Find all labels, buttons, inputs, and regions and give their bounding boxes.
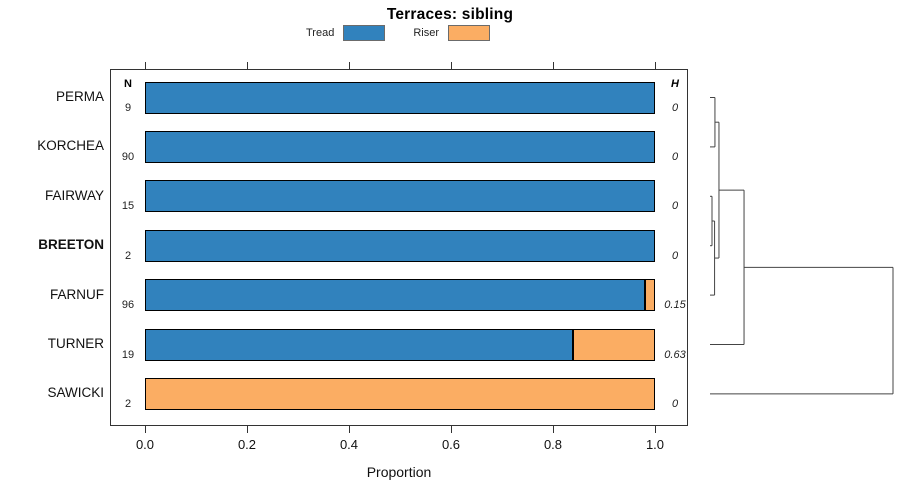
n-value: 90 [121,150,135,163]
n-value: 9 [124,101,132,114]
bar-segment-riser [573,328,655,361]
bar-segment-riser [145,377,655,410]
row-label-breeton: BREETON [38,237,104,253]
legend-swatch-riser [448,25,490,41]
stacked-bar [145,328,655,361]
row-label-turner: TURNER [47,336,104,351]
x-tick-label: 0.8 [543,437,563,452]
x-tick-bottom [451,426,453,433]
plot-panel [110,69,688,426]
h-value: 0 [671,200,679,213]
row-label-fairway: FAIRWAY [44,187,104,203]
x-axis-title: Proportion [366,464,432,480]
bar-segment-tread [145,81,655,114]
stacked-bar [145,180,655,213]
h-value: 0.63 [664,348,686,361]
row-label-farnuf: FARNUF [50,286,104,302]
legend-swatch-tread [343,25,386,41]
h-value: 0 [671,101,679,114]
x-tick-top [655,62,657,69]
bar-segment-tread [145,279,645,312]
x-tick-top [145,62,147,69]
h-value: 0 [671,397,679,410]
stacked-bar [145,229,655,262]
n-value: 96 [121,299,135,312]
stacked-bar [145,81,655,114]
legend-label-riser: Riser [413,27,439,39]
x-tick-top [553,62,555,69]
stacked-bar [145,279,655,312]
h-value: 0 [671,249,679,262]
x-tick-bottom [247,426,249,433]
h-column-header: H [671,78,679,90]
n-value: 19 [121,348,135,361]
bar-segment-tread [145,180,655,213]
x-tick-label: 1.0 [645,437,665,452]
x-tick-label: 0.0 [135,437,155,452]
stacked-bar [145,377,655,410]
x-tick-top [247,62,249,69]
x-tick-label: 0.6 [441,437,461,452]
bar-segment-tread [145,328,574,361]
n-value: 2 [124,249,132,262]
legend-label-tread: Tread [306,27,335,39]
x-tick-top [451,62,453,69]
n-value: 2 [124,397,132,410]
legend-item-riser: Riser [413,25,490,41]
bar-segment-tread [145,229,655,262]
h-value: 0.15 [664,299,686,312]
row-label-perma: PERMA [55,89,104,104]
stacked-bar [145,130,655,163]
x-tick-top [349,62,351,69]
x-tick-label: 0.2 [237,437,257,452]
chart-title: Terraces: sibling [386,6,514,23]
row-label-korchea: KORCHEA [37,138,104,154]
x-tick-bottom [553,426,555,433]
h-value: 0 [671,150,679,163]
n-column-header: N [124,78,132,90]
bar-segment-tread [145,130,655,163]
x-tick-bottom [655,426,657,433]
row-label-sawicki: SAWICKI [47,385,104,401]
legend-item-tread: Tread [306,25,386,41]
x-tick-bottom [349,426,351,433]
n-value: 15 [121,200,135,213]
bar-segment-riser [644,279,655,312]
x-tick-bottom [145,426,147,433]
legend: Tread Riser [108,24,688,42]
x-tick-label: 0.4 [339,437,359,452]
